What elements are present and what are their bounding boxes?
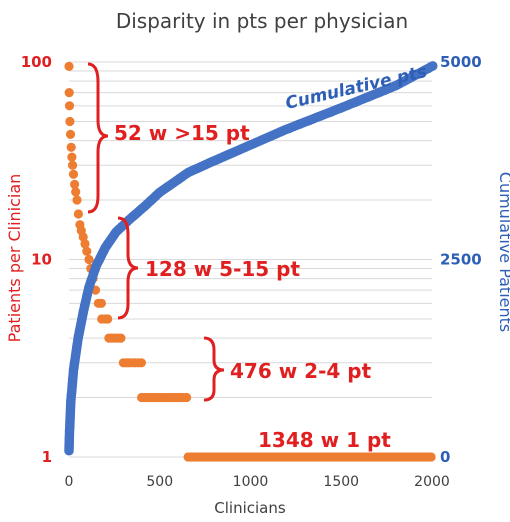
patients-point bbox=[64, 101, 75, 111]
patients-point bbox=[68, 160, 78, 170]
patients-point bbox=[103, 314, 113, 324]
patients-point bbox=[67, 152, 77, 162]
x-tick-label: 500 bbox=[146, 474, 173, 490]
right-axis-ticks: 0 2500 5000 bbox=[440, 53, 482, 466]
annotation-5-15: 128 w 5-15 pt bbox=[145, 257, 300, 281]
patients-point bbox=[72, 195, 82, 205]
patients-point bbox=[116, 333, 126, 343]
patients-point bbox=[65, 129, 76, 139]
patients-point bbox=[65, 116, 75, 127]
x-tick-label: 1000 bbox=[233, 474, 269, 490]
left-tick-label: 10 bbox=[31, 251, 52, 269]
x-tick-label: 0 bbox=[65, 474, 74, 490]
right-tick-label: 5000 bbox=[440, 53, 482, 71]
patients-point bbox=[136, 358, 146, 368]
chart-title: Disparity in pts per physician bbox=[116, 9, 408, 33]
patients-point bbox=[68, 169, 79, 179]
patients-point bbox=[73, 209, 83, 219]
patients-point bbox=[71, 187, 81, 197]
patients-point bbox=[426, 452, 436, 462]
brace-2-4 bbox=[203, 336, 225, 402]
right-axis-label: Cumulative Patients bbox=[496, 172, 510, 332]
patients-point bbox=[182, 392, 192, 403]
x-axis-ticks: 0 500 1000 1500 2000 bbox=[65, 474, 450, 490]
patients-point bbox=[80, 239, 90, 249]
annotation-1-pt: 1348 w 1 pt bbox=[258, 428, 391, 452]
annotation-over-15: 52 w >15 pt bbox=[114, 121, 250, 145]
brace-over-15 bbox=[87, 62, 109, 214]
left-tick-label: 100 bbox=[21, 53, 52, 71]
cumulative-patients-series bbox=[64, 61, 438, 456]
left-axis-ticks: 1 10 100 bbox=[21, 53, 52, 466]
left-axis-label: Patients per Clinician bbox=[5, 174, 24, 343]
x-tick-label: 2000 bbox=[414, 474, 450, 490]
right-tick-label: 2500 bbox=[440, 251, 482, 269]
left-tick-label: 1 bbox=[42, 448, 52, 466]
annotation-2-4: 476 w 2-4 pt bbox=[230, 359, 372, 383]
patients-point bbox=[82, 246, 92, 256]
x-tick-label: 1500 bbox=[323, 474, 359, 490]
patients-point bbox=[78, 232, 88, 242]
brace-5-15 bbox=[117, 216, 139, 320]
patients-point bbox=[84, 254, 94, 265]
patients-point bbox=[64, 88, 74, 98]
patients-per-clinician-series bbox=[64, 61, 436, 462]
x-axis-label: Clinicians bbox=[214, 499, 286, 517]
patients-point bbox=[96, 298, 106, 308]
patients-point bbox=[64, 61, 74, 71]
right-tick-label: 0 bbox=[440, 448, 450, 466]
patients-point bbox=[66, 142, 76, 152]
patients-point bbox=[70, 179, 80, 189]
cumulative-point bbox=[427, 61, 438, 71]
